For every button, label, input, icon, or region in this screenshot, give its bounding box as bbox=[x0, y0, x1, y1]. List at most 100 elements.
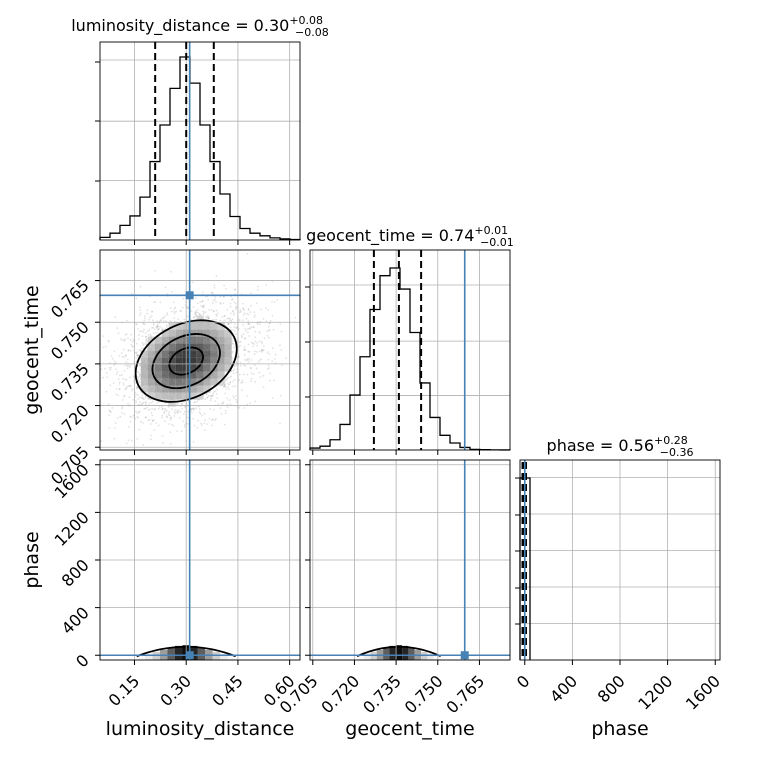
scatter-point bbox=[113, 437, 116, 440]
density-cell bbox=[383, 647, 390, 660]
density-cell bbox=[217, 364, 225, 372]
scatter-point bbox=[204, 398, 207, 401]
scatter-point bbox=[178, 409, 180, 412]
scatter-point bbox=[195, 312, 197, 314]
scatter-point bbox=[152, 322, 155, 325]
scatter-point bbox=[138, 348, 141, 351]
scatter-point bbox=[148, 328, 151, 331]
scatter-point bbox=[137, 354, 140, 357]
scatter-point bbox=[117, 394, 120, 397]
scatter-point bbox=[170, 442, 172, 445]
histogram-bar bbox=[110, 233, 120, 240]
scatter-point bbox=[229, 326, 232, 329]
scatter-point bbox=[208, 308, 211, 311]
scatter-point bbox=[92, 402, 94, 404]
scatter-point bbox=[182, 413, 185, 416]
scatter-point bbox=[213, 286, 216, 289]
scatter-point bbox=[140, 403, 143, 406]
scatter-point bbox=[271, 347, 274, 350]
scatter-point bbox=[165, 410, 168, 412]
scatter-point bbox=[150, 335, 152, 337]
scatter-point bbox=[126, 358, 129, 361]
scatter-point bbox=[166, 312, 169, 315]
scatter-point bbox=[229, 380, 232, 383]
scatter-point bbox=[206, 315, 209, 318]
scatter-point bbox=[139, 330, 141, 333]
scatter-point bbox=[123, 348, 125, 351]
scatter-point bbox=[148, 318, 151, 321]
scatter-point bbox=[250, 372, 253, 374]
scatter-point bbox=[123, 339, 126, 342]
scatter-point bbox=[243, 309, 246, 312]
scatter-point bbox=[183, 318, 186, 321]
density-cell bbox=[217, 329, 225, 337]
scatter-point bbox=[262, 345, 265, 347]
density-cell bbox=[161, 329, 169, 337]
scatter-point bbox=[244, 358, 246, 361]
scatter-point bbox=[207, 298, 210, 301]
scatter-point bbox=[97, 373, 99, 375]
scatter-point bbox=[233, 288, 236, 291]
density-cell bbox=[220, 653, 228, 660]
scatter-point bbox=[232, 385, 234, 388]
y-tick-label: 800 bbox=[58, 555, 93, 590]
scatter-point bbox=[118, 387, 121, 390]
density-cell bbox=[217, 343, 225, 351]
scatter-point bbox=[143, 328, 145, 331]
density-cell bbox=[210, 350, 218, 358]
scatter-point bbox=[177, 458, 179, 460]
scatter-point bbox=[139, 373, 142, 376]
density-cell bbox=[154, 392, 162, 400]
scatter-point bbox=[254, 330, 257, 333]
density-cell bbox=[154, 336, 162, 344]
scatter-point bbox=[121, 377, 124, 380]
density-cell bbox=[217, 350, 225, 358]
density-cell bbox=[168, 371, 176, 379]
scatter-point bbox=[129, 385, 132, 387]
scatter-point bbox=[254, 314, 256, 317]
scatter-point bbox=[123, 370, 126, 372]
scatter-point bbox=[143, 407, 146, 410]
density-cell bbox=[175, 329, 183, 337]
scatter-point bbox=[156, 325, 159, 328]
scatter-point bbox=[139, 314, 141, 317]
scatter-point bbox=[113, 350, 116, 353]
scatter-point bbox=[164, 407, 166, 410]
scatter-point bbox=[136, 393, 139, 396]
scatter-point bbox=[256, 289, 259, 291]
density-cell bbox=[189, 322, 197, 330]
scatter-point bbox=[139, 364, 142, 367]
truth-marker bbox=[185, 291, 194, 300]
scatter-point bbox=[173, 307, 176, 310]
scatter-point bbox=[210, 291, 213, 294]
density-cell bbox=[154, 364, 162, 372]
scatter-point bbox=[138, 381, 141, 384]
scatter-point bbox=[118, 355, 121, 357]
histogram-bar bbox=[200, 125, 210, 240]
scatter-point bbox=[182, 306, 184, 309]
scatter-point bbox=[342, 348, 344, 350]
scatter-point bbox=[104, 367, 106, 370]
x-tick-label: 1600 bbox=[682, 671, 724, 713]
scatter-point bbox=[116, 327, 118, 329]
scatter-point bbox=[256, 344, 258, 347]
scatter-point bbox=[238, 319, 241, 322]
scatter-point bbox=[91, 401, 93, 403]
scatter-point bbox=[135, 400, 137, 402]
scatter-point bbox=[210, 385, 213, 388]
scatter-point bbox=[191, 407, 194, 410]
contour-level-1 bbox=[168, 346, 204, 376]
scatter-point bbox=[198, 408, 201, 411]
histogram-bar bbox=[430, 417, 440, 450]
scatter-point bbox=[223, 284, 226, 287]
scatter-point bbox=[144, 317, 146, 320]
scatter-point bbox=[163, 412, 166, 414]
scatter-point bbox=[194, 401, 196, 403]
scatter-point bbox=[220, 402, 223, 405]
scatter-point bbox=[116, 416, 119, 419]
density-cell bbox=[203, 329, 211, 337]
scatter-point bbox=[235, 401, 238, 404]
density-cell bbox=[175, 357, 183, 365]
scatter-point bbox=[129, 349, 132, 352]
scatter-point bbox=[235, 302, 237, 305]
